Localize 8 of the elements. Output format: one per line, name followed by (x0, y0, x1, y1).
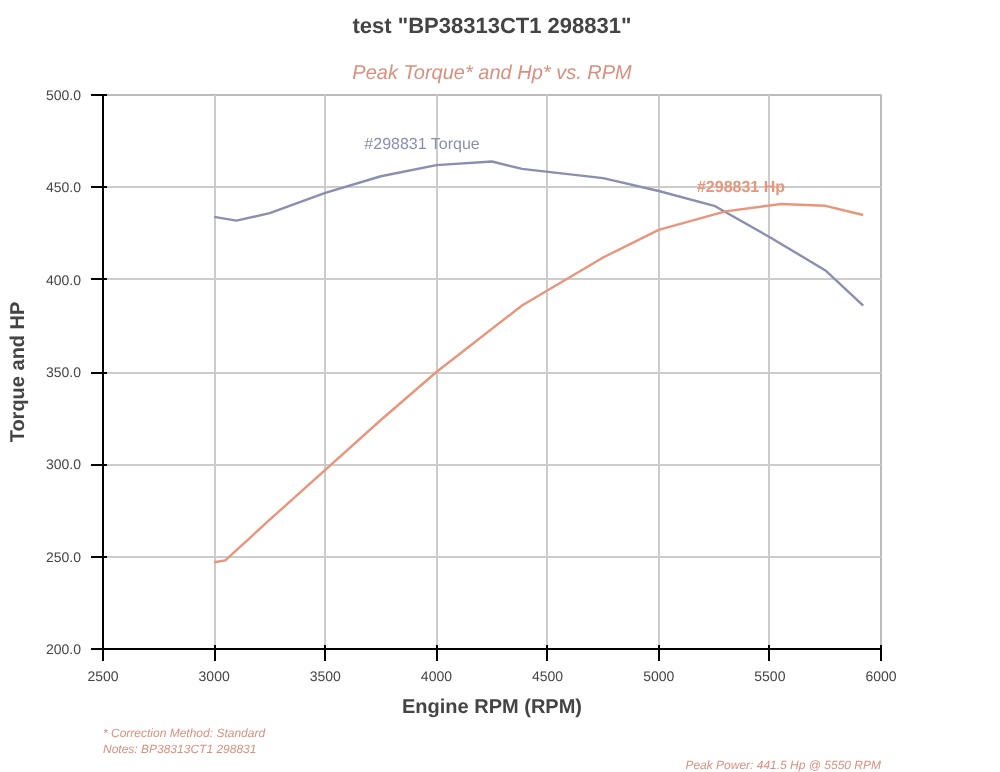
chart-subtitle: Peak Torque* and Hp* vs. RPM (352, 63, 634, 85)
y-axis-title: Torque and HP (7, 300, 30, 443)
chart-title: test "BP38313CT1 298831" (352, 15, 632, 39)
line-series (212, 202, 865, 564)
series-label: #298831 Hp (696, 177, 786, 196)
series-label: #298831 Torque (364, 135, 481, 154)
x-axis-title: Engine RPM (RPM) (402, 697, 582, 719)
line-series (212, 160, 865, 307)
